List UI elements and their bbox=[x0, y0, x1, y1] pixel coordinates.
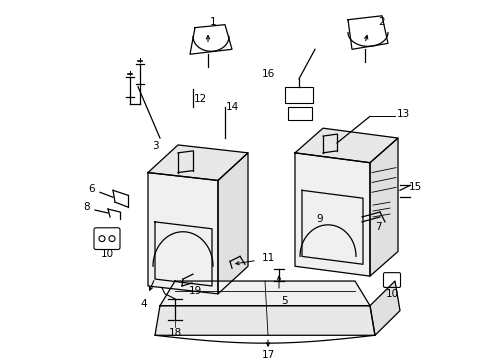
Polygon shape bbox=[369, 138, 397, 276]
Text: 16: 16 bbox=[261, 69, 274, 79]
Polygon shape bbox=[294, 153, 369, 276]
Text: 8: 8 bbox=[83, 202, 90, 212]
Text: 7: 7 bbox=[374, 222, 381, 232]
Polygon shape bbox=[148, 145, 247, 180]
Text: 15: 15 bbox=[407, 183, 421, 192]
Text: 6: 6 bbox=[88, 184, 95, 194]
Text: 11: 11 bbox=[261, 253, 274, 264]
Polygon shape bbox=[160, 281, 369, 306]
Text: 1: 1 bbox=[209, 17, 216, 27]
Text: 13: 13 bbox=[396, 109, 409, 120]
Polygon shape bbox=[218, 153, 247, 294]
Text: 19: 19 bbox=[188, 286, 201, 296]
Text: 14: 14 bbox=[225, 102, 238, 112]
Text: 4: 4 bbox=[141, 299, 147, 309]
Text: 2: 2 bbox=[378, 17, 385, 27]
Polygon shape bbox=[155, 306, 374, 335]
Polygon shape bbox=[294, 128, 397, 163]
Text: 12: 12 bbox=[193, 94, 206, 104]
Text: 18: 18 bbox=[168, 328, 181, 338]
Polygon shape bbox=[369, 281, 399, 335]
Polygon shape bbox=[148, 172, 218, 294]
Text: 3: 3 bbox=[151, 141, 158, 151]
Text: 10: 10 bbox=[100, 249, 113, 260]
Text: 9: 9 bbox=[316, 214, 323, 224]
Text: 17: 17 bbox=[261, 350, 274, 360]
Text: 10: 10 bbox=[385, 289, 398, 299]
Text: 5: 5 bbox=[281, 296, 288, 306]
